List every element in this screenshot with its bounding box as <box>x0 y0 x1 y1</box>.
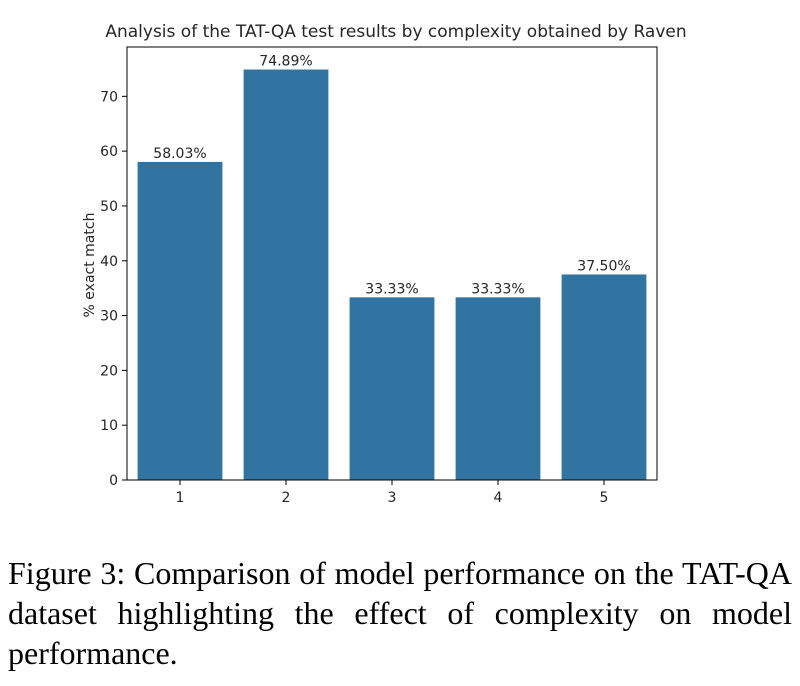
bar-5 <box>561 274 647 480</box>
plot-frame <box>126 46 658 481</box>
y-tick-label: 40 <box>100 254 118 270</box>
chart-title: Analysis of the TAT-QA test results by c… <box>105 22 686 42</box>
y-tick-label: 70 <box>100 89 118 105</box>
x-tick-label: 3 <box>388 490 397 506</box>
y-axis-label: % exact match <box>82 213 98 318</box>
y-tick-label: 10 <box>100 418 118 434</box>
y-tick-label: 30 <box>100 309 118 325</box>
x-axis: 1 2 3 4 5 <box>176 480 609 506</box>
bar-labels-group: 58.03% 74.89% 33.33% 33.33% 37.50% <box>153 54 630 298</box>
x-tick-label: 2 <box>282 490 291 506</box>
bar-2 <box>243 69 329 480</box>
bar-3 <box>349 297 435 480</box>
bar-value-label: 33.33% <box>471 281 524 297</box>
y-tick-label: 50 <box>100 199 118 215</box>
bars-group <box>137 69 647 480</box>
bar-value-label: 37.50% <box>577 258 630 274</box>
bar-value-label: 33.33% <box>365 281 418 297</box>
y-tick-label: 60 <box>100 144 118 160</box>
y-axis: 0 10 20 30 40 50 60 70 <box>100 89 127 489</box>
bar-value-label: 58.03% <box>153 146 206 162</box>
x-tick-label: 5 <box>600 490 609 506</box>
bar-value-label: 74.89% <box>259 54 312 70</box>
y-tick-label: 20 <box>100 363 118 379</box>
bar-1 <box>137 161 223 480</box>
x-tick-label: 1 <box>176 490 185 506</box>
figure-caption: Figure 3: Comparison of model performanc… <box>8 555 792 671</box>
bar-4 <box>455 297 541 480</box>
y-tick-label: 0 <box>109 473 118 489</box>
x-tick-label: 4 <box>494 490 503 506</box>
bar-chart: Analysis of the TAT-QA test results by c… <box>82 22 687 506</box>
